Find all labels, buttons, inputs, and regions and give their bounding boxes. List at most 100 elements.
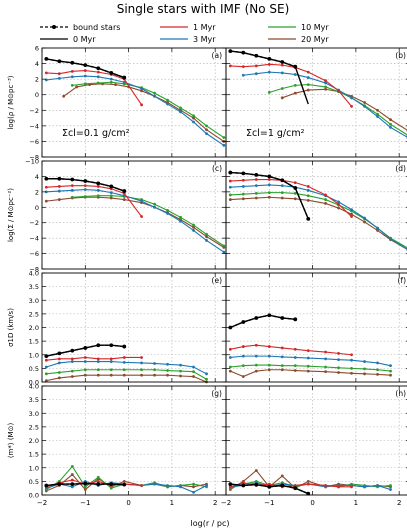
data-point <box>96 475 100 479</box>
data-point <box>306 188 310 192</box>
series-10 <box>44 464 208 491</box>
data-point <box>306 349 310 353</box>
data-point <box>241 354 245 358</box>
data-point <box>109 191 113 195</box>
data-point <box>293 369 297 372</box>
y-tick-label: −2 <box>29 219 39 227</box>
data-point <box>267 345 271 348</box>
y-tick-label: 2 <box>35 188 39 196</box>
data-point <box>70 83 74 87</box>
data-point <box>254 53 259 58</box>
data-point <box>324 365 327 369</box>
data-point <box>70 485 74 489</box>
panel-label: (g) <box>211 389 222 398</box>
data-point <box>122 479 126 483</box>
series-20 <box>44 195 226 249</box>
data-point <box>228 179 232 183</box>
series-3 <box>44 188 226 254</box>
data-point <box>205 372 208 376</box>
data-point <box>293 197 297 201</box>
data-point <box>241 185 245 188</box>
data-point <box>363 360 366 363</box>
data-point <box>293 186 298 190</box>
series-line <box>46 196 225 248</box>
data-point <box>389 373 392 377</box>
data-point <box>96 185 100 188</box>
data-point <box>192 375 195 378</box>
data-point <box>324 370 327 374</box>
data-point <box>363 367 366 371</box>
series-line <box>46 473 207 492</box>
data-point <box>140 484 143 487</box>
data-point <box>57 357 61 361</box>
data-point <box>109 373 113 377</box>
data-point <box>293 486 298 491</box>
panel-frame <box>225 385 407 496</box>
panel-annotation: Σcl=1 g/cm² <box>246 128 305 139</box>
data-point <box>44 71 48 75</box>
data-point <box>96 194 100 198</box>
data-point <box>109 357 113 361</box>
data-point <box>241 50 246 55</box>
data-point <box>228 485 232 489</box>
data-point <box>44 185 48 189</box>
y-tick-label: 3.5 <box>29 283 39 291</box>
data-point <box>70 464 74 468</box>
data-point <box>70 184 74 188</box>
figure-title: Single stars with IMF (No SE) <box>117 2 290 16</box>
panel: (b) Σcl=1 g/cm² <box>225 47 407 158</box>
data-point <box>109 368 113 372</box>
data-point <box>166 362 169 366</box>
data-point <box>241 364 245 368</box>
series-line <box>46 75 225 146</box>
data-point <box>389 364 392 368</box>
data-point <box>350 104 353 108</box>
data-point <box>306 364 310 368</box>
series-10 <box>228 363 392 373</box>
data-point <box>254 196 258 200</box>
data-point <box>205 484 208 487</box>
data-point <box>254 64 258 68</box>
data-point <box>324 350 327 354</box>
legend-label: 1 Myr <box>193 23 216 32</box>
y-tick-label: 4.0 <box>29 383 39 391</box>
data-point <box>179 110 182 114</box>
data-point <box>109 343 114 348</box>
panel-frame <box>41 47 227 158</box>
data-point <box>389 118 392 122</box>
data-point <box>293 484 297 487</box>
data-point <box>222 250 226 254</box>
data-point <box>96 181 101 186</box>
y-tick-label: 0.5 <box>29 365 39 373</box>
grid <box>226 48 407 157</box>
x-axis-label: log(r / pc) <box>191 519 230 528</box>
data-point <box>179 106 182 110</box>
data-point <box>389 369 392 373</box>
data-point <box>140 103 143 107</box>
x-tick-label: −1 <box>264 499 274 507</box>
data-point <box>44 379 48 383</box>
data-point <box>324 81 327 85</box>
data-point <box>280 364 284 368</box>
data-point <box>166 212 169 215</box>
y-tick-label: 1.5 <box>29 451 39 459</box>
data-point <box>192 120 195 124</box>
data-point <box>254 354 258 358</box>
series-line <box>46 369 207 380</box>
data-point <box>70 177 75 182</box>
data-point <box>293 73 297 76</box>
data-point <box>96 360 100 363</box>
data-point <box>96 75 100 79</box>
data-point <box>337 202 340 206</box>
series-line <box>46 185 143 217</box>
data-point <box>350 358 353 362</box>
series-line <box>46 356 142 361</box>
data-point <box>192 370 195 374</box>
data-point <box>205 232 208 236</box>
data-point <box>222 143 226 147</box>
data-point <box>205 377 208 381</box>
data-point <box>241 345 245 348</box>
legend-entry: bound stars <box>40 23 120 32</box>
data-point <box>62 94 66 98</box>
